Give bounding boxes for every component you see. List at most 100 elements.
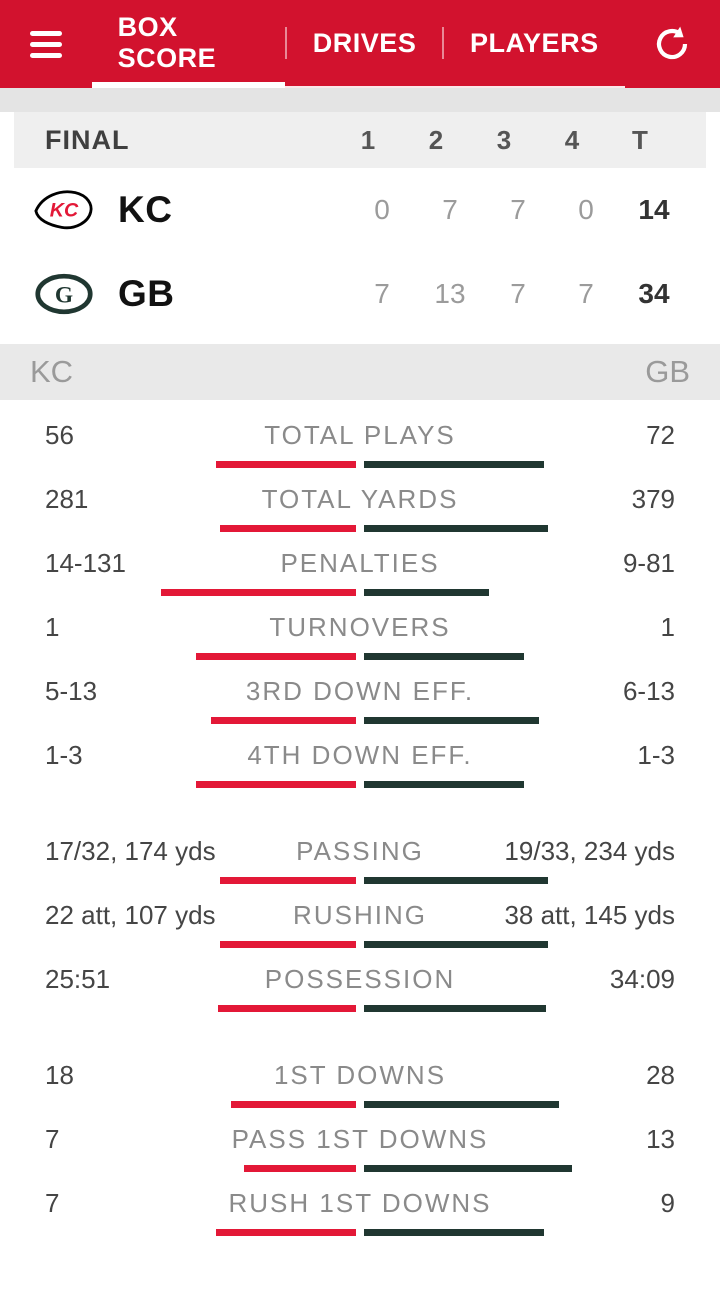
stat-bars bbox=[0, 717, 720, 724]
stat-line: 25:51 POSSESSION 34:09 bbox=[0, 964, 720, 995]
stat-row: 5-13 3RD DOWN EFF. 6-13 bbox=[0, 676, 720, 724]
stat-gb-value: 9-81 bbox=[440, 548, 720, 579]
stat-label: 3RD DOWN EFF. bbox=[246, 676, 474, 707]
team-row-kc: KC KC 0 7 7 0 14 bbox=[0, 168, 720, 252]
stat-bars bbox=[0, 1229, 720, 1236]
app-header: BOX SCORE DRIVES PLAYERS bbox=[0, 0, 720, 88]
stat-line: 1-3 4TH DOWN EFF. 1-3 bbox=[0, 740, 720, 771]
gb-q4-score: 7 bbox=[552, 278, 620, 310]
stat-kc-bar bbox=[216, 461, 356, 468]
stat-bars bbox=[0, 877, 720, 884]
stat-gb-value: 9 bbox=[492, 1188, 720, 1219]
stat-row: 22 att, 107 yds RUSHING 38 att, 145 yds bbox=[0, 900, 720, 948]
stat-bars bbox=[0, 1005, 720, 1012]
stat-label: 1ST DOWNS bbox=[274, 1060, 446, 1091]
column-q1: 1 bbox=[334, 125, 402, 156]
stat-bars bbox=[0, 589, 720, 596]
stat-line: 14-131 PENALTIES 9-81 bbox=[0, 548, 720, 579]
tab-players[interactable]: PLAYERS bbox=[444, 0, 625, 86]
stat-bars bbox=[0, 461, 720, 468]
stat-kc-bar bbox=[220, 877, 356, 884]
stat-row: 7 RUSH 1ST DOWNS 9 bbox=[0, 1188, 720, 1236]
stat-label: 4TH DOWN EFF. bbox=[247, 740, 472, 771]
stat-label: TURNOVERS bbox=[269, 612, 450, 643]
stat-row: 1-3 4TH DOWN EFF. 1-3 bbox=[0, 740, 720, 788]
stat-kc-bar bbox=[218, 1005, 356, 1012]
stat-gb-value: 6-13 bbox=[474, 676, 720, 707]
stat-gb-bar bbox=[364, 525, 548, 532]
stat-kc-value: 1 bbox=[0, 612, 269, 643]
stat-gb-bar bbox=[364, 717, 539, 724]
stat-label: PASS 1ST DOWNS bbox=[232, 1124, 489, 1155]
team-stats-list: 56 TOTAL PLAYS 72 281 TOTAL YARDS 379 bbox=[0, 400, 720, 1312]
stat-row: 1 TURNOVERS 1 bbox=[0, 612, 720, 660]
stat-row: 25:51 POSSESSION 34:09 bbox=[0, 964, 720, 1012]
gb-total-score: 34 bbox=[620, 278, 688, 310]
stat-line: 56 TOTAL PLAYS 72 bbox=[0, 420, 720, 451]
chiefs-logo: KC bbox=[34, 187, 94, 233]
stat-bars bbox=[0, 525, 720, 532]
gb-q1-score: 7 bbox=[348, 278, 416, 310]
stat-bars bbox=[0, 1165, 720, 1172]
stat-label: PASSING bbox=[296, 836, 424, 867]
stat-row: 14-131 PENALTIES 9-81 bbox=[0, 548, 720, 596]
team-abbr-kc: KC bbox=[118, 189, 348, 231]
stat-kc-bar bbox=[196, 653, 356, 660]
stat-kc-bar bbox=[244, 1165, 356, 1172]
kc-q1-score: 0 bbox=[348, 194, 416, 226]
comparison-right-team: GB bbox=[645, 354, 690, 390]
kc-total-score: 14 bbox=[620, 194, 688, 226]
stat-gb-value: 34:09 bbox=[455, 964, 720, 995]
quarter-columns: 1 2 3 4 T bbox=[334, 125, 674, 156]
kc-q2-score: 7 bbox=[416, 194, 484, 226]
stat-kc-value: 17/32, 174 yds bbox=[0, 836, 296, 867]
stat-kc-value: 56 bbox=[0, 420, 264, 451]
menu-button[interactable] bbox=[0, 0, 92, 88]
stat-line: 7 PASS 1ST DOWNS 13 bbox=[0, 1124, 720, 1155]
stat-line: 18 1ST DOWNS 28 bbox=[0, 1060, 720, 1091]
stat-line: 1 TURNOVERS 1 bbox=[0, 612, 720, 643]
stat-bars bbox=[0, 1101, 720, 1108]
stat-gb-bar bbox=[364, 653, 524, 660]
stat-kc-bar bbox=[231, 1101, 356, 1108]
column-q3: 3 bbox=[470, 125, 538, 156]
team-abbr-gb: GB bbox=[118, 273, 348, 315]
refresh-button[interactable] bbox=[625, 0, 720, 88]
game-status: FINAL bbox=[14, 125, 334, 156]
column-q2: 2 bbox=[402, 125, 470, 156]
stat-kc-value: 1-3 bbox=[0, 740, 247, 771]
stat-gb-bar bbox=[364, 1165, 572, 1172]
stat-gb-bar bbox=[364, 877, 548, 884]
team-scores-kc: 0 7 7 0 14 bbox=[348, 194, 688, 226]
stat-row: 17/32, 174 yds PASSING 19/33, 234 yds bbox=[0, 836, 720, 884]
team-row-gb: G GB 7 13 7 7 34 bbox=[0, 252, 720, 336]
tab-drives[interactable]: DRIVES bbox=[287, 0, 443, 86]
stat-kc-value: 22 att, 107 yds bbox=[0, 900, 293, 931]
stat-kc-value: 7 bbox=[0, 1188, 229, 1219]
stat-label: POSSESSION bbox=[265, 964, 456, 995]
stat-kc-value: 25:51 bbox=[0, 964, 265, 995]
gb-q3-score: 7 bbox=[484, 278, 552, 310]
stat-gb-value: 13 bbox=[488, 1124, 720, 1155]
tab-box-score[interactable]: BOX SCORE bbox=[92, 0, 286, 86]
stat-kc-value: 7 bbox=[0, 1124, 232, 1155]
tab-box-score-label: BOX SCORE bbox=[118, 12, 260, 74]
stat-row: 18 1ST DOWNS 28 bbox=[0, 1060, 720, 1108]
stat-line: 7 RUSH 1ST DOWNS 9 bbox=[0, 1188, 720, 1219]
stat-label: RUSH 1ST DOWNS bbox=[229, 1188, 492, 1219]
stat-gb-bar bbox=[364, 941, 548, 948]
stat-row: 56 TOTAL PLAYS 72 bbox=[0, 420, 720, 468]
stat-bars bbox=[0, 781, 720, 788]
scoreboard-header-row: FINAL 1 2 3 4 T bbox=[14, 112, 706, 168]
stat-line: 17/32, 174 yds PASSING 19/33, 234 yds bbox=[0, 836, 720, 867]
stat-bars bbox=[0, 653, 720, 660]
team-comparison-header: KC GB bbox=[0, 344, 720, 400]
comparison-left-team: KC bbox=[30, 354, 73, 390]
stat-gb-value: 1-3 bbox=[473, 740, 720, 771]
team-scores-gb: 7 13 7 7 34 bbox=[348, 278, 688, 310]
stat-label: PENALTIES bbox=[280, 548, 439, 579]
stat-kc-bar bbox=[216, 1229, 356, 1236]
kc-q4-score: 0 bbox=[552, 194, 620, 226]
svg-text:KC: KC bbox=[50, 200, 79, 222]
stat-gb-value: 19/33, 234 yds bbox=[424, 836, 720, 867]
